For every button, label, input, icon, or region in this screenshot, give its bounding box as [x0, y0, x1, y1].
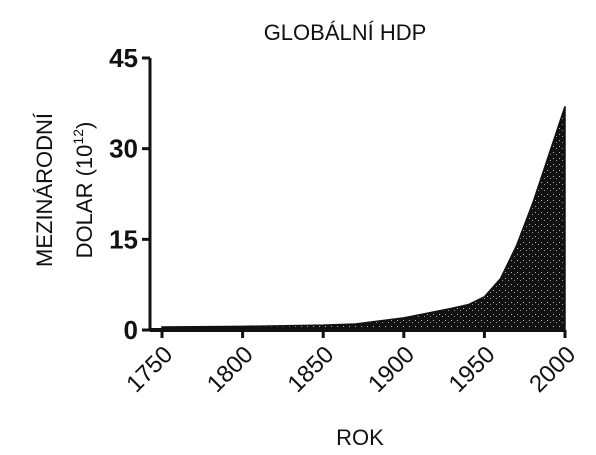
x-tick-label: 1950	[444, 341, 501, 398]
area	[161, 106, 566, 331]
y-axis-label: MEZINÁRODNÍ	[32, 112, 57, 267]
x-axis-label: ROK	[336, 425, 384, 450]
y-tick-label: 45	[109, 43, 138, 73]
x-tick-label: 1900	[363, 341, 420, 398]
y-axis-label-exponent: 12	[70, 129, 86, 145]
x-tick-label: 1850	[282, 341, 339, 398]
y-axis-label-part: DOLAR (10	[72, 145, 97, 259]
x-tick-label: 2000	[524, 341, 581, 398]
y-tick-label: 15	[109, 224, 138, 254]
y-axis-label-part: )	[72, 122, 97, 129]
y-tick-label: 30	[109, 134, 138, 164]
y-tick-label: 0	[124, 315, 138, 345]
x-tick-label: 1800	[202, 341, 259, 398]
chart-title: GLOBÁLNÍ HDP	[264, 20, 427, 45]
y-axis-label: DOLAR (1012)	[70, 122, 97, 259]
x-tick-label: 1750	[121, 341, 178, 398]
